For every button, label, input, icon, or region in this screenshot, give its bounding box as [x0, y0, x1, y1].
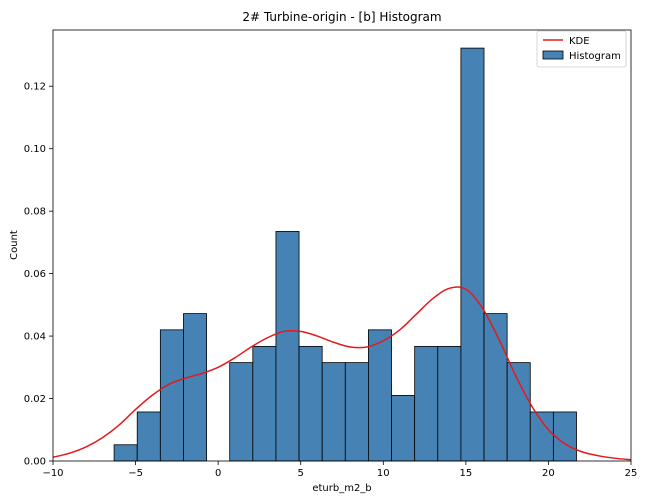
legend-histogram-label: Histogram: [569, 51, 621, 62]
x-tick-label: 5: [298, 468, 304, 479]
legend: KDE Histogram: [536, 30, 627, 68]
y-axis: 0.00 0.02 0.04 0.06 0.08 0.10 0.12: [24, 82, 53, 468]
x-tick-label: 15: [459, 468, 472, 479]
histogram-bars: [113, 47, 577, 462]
histogram-bar: [506, 362, 531, 462]
histogram-bar: [529, 411, 554, 462]
legend-kde-label: KDE: [569, 36, 590, 47]
kde-line: [52, 286, 632, 461]
histogram-bar: [552, 411, 577, 462]
histogram-bar: [344, 362, 369, 462]
y-tick-label: 0.02: [24, 394, 46, 405]
histogram-bar: [113, 444, 138, 462]
x-tick-label: −10: [42, 468, 63, 479]
y-tick-label: 0.06: [24, 269, 46, 280]
chart-title: 2# Turbine-origin - [b] Histogram: [242, 10, 441, 24]
y-axis-label: Count: [9, 230, 20, 260]
histogram-bar: [483, 313, 508, 462]
x-tick-label: 25: [625, 468, 638, 479]
y-tick-label: 0.12: [24, 82, 46, 93]
y-tick-label: 0.10: [24, 144, 46, 155]
histogram-bar: [460, 47, 485, 462]
histogram-bar: [437, 345, 462, 462]
histogram-bar: [298, 345, 323, 462]
x-tick-label: 0: [215, 468, 221, 479]
y-tick-label: 0.04: [24, 332, 46, 343]
histogram-bar: [275, 231, 300, 462]
x-axis-label: eturb_m2_b: [312, 483, 371, 494]
plot-frame: [52, 29, 632, 462]
y-tick-label: 0.08: [24, 207, 46, 218]
histogram-bar: [391, 395, 416, 462]
x-axis: −10 −5 0 5 10 15 20 25: [42, 461, 637, 479]
plot-area: [52, 29, 632, 462]
histogram-bar: [252, 345, 277, 462]
histogram-bar: [159, 329, 184, 462]
y-tick-label: 0.00: [24, 457, 46, 468]
x-tick-label: 20: [542, 468, 555, 479]
x-tick-label: −5: [128, 468, 143, 479]
histogram-bar: [229, 362, 254, 462]
histogram-bar: [136, 411, 161, 462]
histogram-bar: [414, 345, 439, 462]
histogram-bar: [321, 362, 346, 462]
histogram-bar: [183, 313, 207, 462]
legend-histogram-swatch: [542, 50, 564, 60]
x-tick-label: 10: [377, 468, 390, 479]
histogram-bar: [368, 329, 392, 462]
